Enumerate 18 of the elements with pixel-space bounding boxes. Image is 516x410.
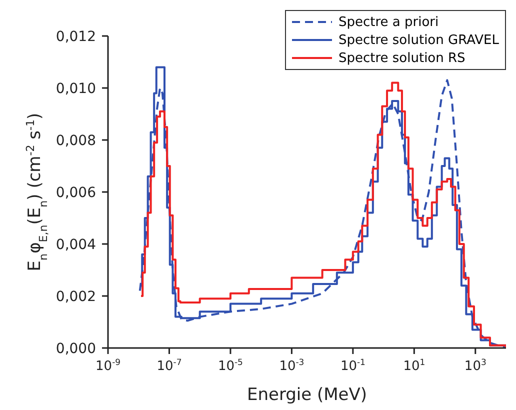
y-tick-label: 0,004 xyxy=(56,237,96,253)
y-tick-label: 0,012 xyxy=(56,29,96,45)
y-tick-label: 0,010 xyxy=(56,81,96,97)
y-tick-label: 0,000 xyxy=(56,341,96,357)
legend-label: Spectre solution GRAVEL xyxy=(338,32,499,48)
y-tick-label: 0,008 xyxy=(56,133,96,149)
x-tick-label: 10$^{3}$ xyxy=(464,357,486,374)
x-tick-label: 10$^{-3}$ xyxy=(279,357,304,374)
legend-label: Spectre a priori xyxy=(338,14,439,30)
y-tick-label: 0,002 xyxy=(56,289,96,305)
x-tick-label: 10$^{-7}$ xyxy=(156,357,182,374)
y-tick-label: 0,006 xyxy=(56,185,96,201)
x-tick-label: 10$^{-9}$ xyxy=(96,357,120,374)
x-tick-label: 10$^{-5}$ xyxy=(218,357,243,374)
x-tick-label: 10$^{1}$ xyxy=(403,357,426,374)
x-axis-title: Energie (MeV) xyxy=(246,385,368,405)
legend-label: Spectre solution RS xyxy=(338,50,466,66)
x-tick-label: 10$^{-1}$ xyxy=(340,357,366,374)
